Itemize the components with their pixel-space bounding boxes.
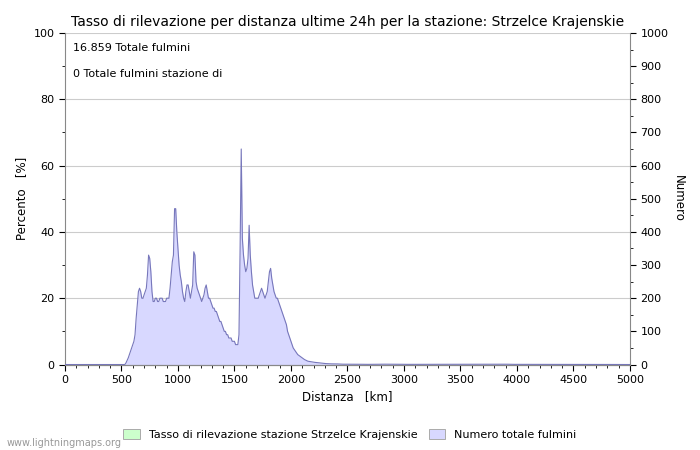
X-axis label: Distanza   [km]: Distanza [km] (302, 391, 393, 404)
Text: www.lightningmaps.org: www.lightningmaps.org (7, 438, 122, 448)
Y-axis label: Numero: Numero (672, 176, 685, 222)
Text: 0 Totale fulmini stazione di: 0 Totale fulmini stazione di (74, 69, 223, 79)
Y-axis label: Percento   [%]: Percento [%] (15, 157, 28, 240)
Title: Tasso di rilevazione per distanza ultime 24h per la stazione: Strzelce Krajenski: Tasso di rilevazione per distanza ultime… (71, 15, 624, 29)
Legend: Tasso di rilevazione stazione Strzelce Krajenskie, Numero totale fulmini: Tasso di rilevazione stazione Strzelce K… (119, 425, 581, 445)
Text: 16.859 Totale fulmini: 16.859 Totale fulmini (74, 43, 190, 53)
